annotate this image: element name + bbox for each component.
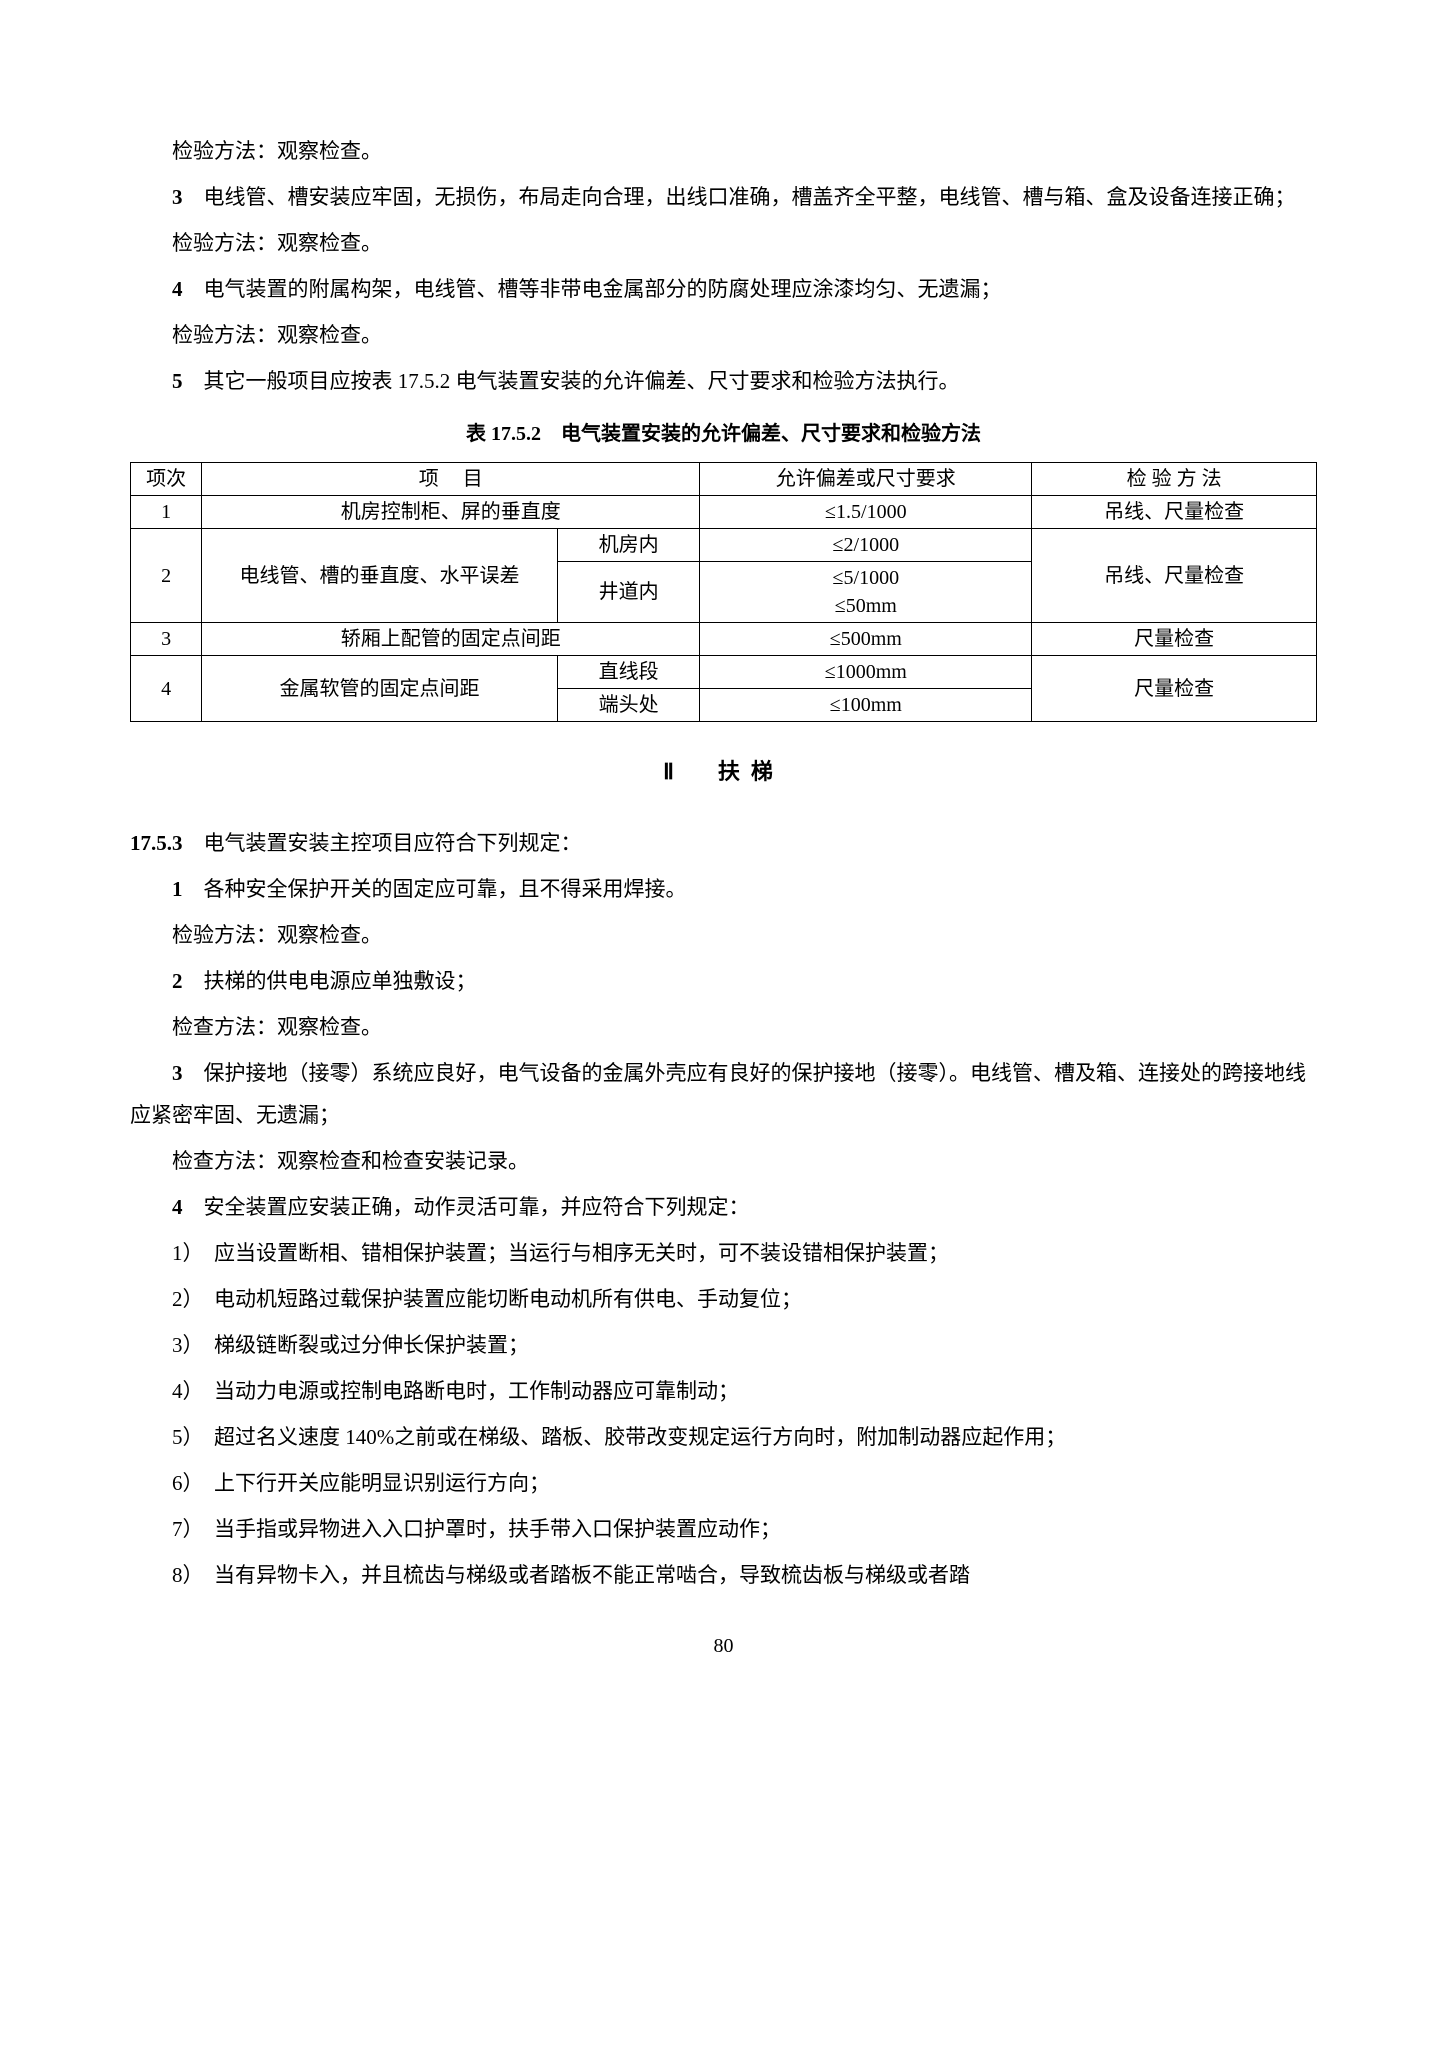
list-item-7: 7） 当手指或异物进入入口护罩时，扶手带入口保护装置应动作； [130, 1508, 1317, 1550]
cell-method-2: 吊线、尺量检查 [1032, 529, 1317, 623]
cell-item-3: 轿厢上配管的固定点间距 [202, 623, 700, 656]
cell-item-4: 金属软管的固定点间距 [202, 656, 558, 722]
list-item-4: 4） 当动力电源或控制电路断电时，工作制动器应可靠制动； [130, 1370, 1317, 1412]
item-3-method: 检查方法：观察检查和检查安装记录。 [130, 1140, 1317, 1182]
cell-req-4a: ≤1000mm [700, 656, 1032, 689]
clause-item-1: 1 各种安全保护开关的固定应可靠，且不得采用焊接。 [130, 868, 1317, 910]
item-number-3: 3 [172, 185, 183, 209]
cell-method-3: 尺量检查 [1032, 623, 1317, 656]
clause-item-2: 2 扶梯的供电电源应单独敷设； [130, 960, 1317, 1002]
item-5-text: 其它一般项目应按表 17.5.2 电气装置安装的允许偏差、尺寸要求和检验方法执行… [183, 369, 960, 393]
table-row: 1 机房控制柜、屏的垂直度 ≤1.5/1000 吊线、尺量检查 [131, 496, 1317, 529]
clause-item-4: 4 安全装置应安装正确，动作灵活可靠，并应符合下列规定： [130, 1186, 1317, 1228]
cell-seq-1: 1 [131, 496, 202, 529]
cell-method-4: 尺量检查 [1032, 656, 1317, 722]
header-item: 项目 [202, 463, 700, 496]
table-row: 4 金属软管的固定点间距 直线段 ≤1000mm 尺量检查 [131, 656, 1317, 689]
item-3-text: 电线管、槽安装应牢固，无损伤，布局走向合理，出线口准确，槽盖齐全平整，电线管、槽… [183, 185, 1296, 209]
cell-seq-3: 3 [131, 623, 202, 656]
item-3-text: 保护接地（接零）系统应良好，电气设备的金属外壳应有良好的保护接地（接零）。电线管… [130, 1061, 1306, 1127]
item-num-2: 2 [172, 969, 183, 993]
cell-sub-2a: 机房内 [557, 529, 699, 562]
cell-method-1: 吊线、尺量检查 [1032, 496, 1317, 529]
item-2-text: 扶梯的供电电源应单独敷设； [183, 969, 477, 993]
item-1-method: 检验方法：观察检查。 [130, 914, 1317, 956]
item-4-text: 电气装置的附属构架，电线管、槽等非带电金属部分的防腐处理应涂漆均匀、无遗漏； [183, 277, 1002, 301]
header-seq: 项次 [131, 463, 202, 496]
table-row: 3 轿厢上配管的固定点间距 ≤500mm 尺量检查 [131, 623, 1317, 656]
table-header-row: 项次 项目 允许偏差或尺寸要求 检 验 方 法 [131, 463, 1317, 496]
paragraph-check-method-1: 检验方法：观察检查。 [130, 130, 1317, 172]
clause-17-5-3: 17.5.3 电气装置安装主控项目应符合下列规定： [130, 822, 1317, 864]
paragraph-item-3: 3 电线管、槽安装应牢固，无损伤，布局走向合理，出线口准确，槽盖齐全平整，电线管… [130, 176, 1317, 218]
list-item-6: 6） 上下行开关应能明显识别运行方向； [130, 1462, 1317, 1504]
cell-req-2a: ≤2/1000 [700, 529, 1032, 562]
item-1-text: 各种安全保护开关的固定应可靠，且不得采用焊接。 [183, 877, 687, 901]
cell-item-1: 机房控制柜、屏的垂直度 [202, 496, 700, 529]
paragraph-check-method-2: 检验方法：观察检查。 [130, 222, 1317, 264]
list-item-5: 5） 超过名义速度 140%之前或在梯级、踏板、胶带改变规定运行方向时，附加制动… [130, 1416, 1317, 1458]
item-2-method: 检查方法：观察检查。 [130, 1006, 1317, 1048]
cell-req-3: ≤500mm [700, 623, 1032, 656]
cell-seq-4: 4 [131, 656, 202, 722]
section-heading-escalator: Ⅱ 扶梯 [130, 750, 1317, 794]
list-item-3: 3） 梯级链断裂或过分伸长保护装置； [130, 1324, 1317, 1366]
cell-item-2: 电线管、槽的垂直度、水平误差 [202, 529, 558, 623]
clause-item-3: 3 保护接地（接零）系统应良好，电气设备的金属外壳应有良好的保护接地（接零）。电… [130, 1052, 1317, 1136]
table-row: 2 电线管、槽的垂直度、水平误差 机房内 ≤2/1000 吊线、尺量检查 [131, 529, 1317, 562]
table-caption: 表 17.5.2 电气装置安装的允许偏差、尺寸要求和检验方法 [130, 414, 1317, 454]
cell-req-1: ≤1.5/1000 [700, 496, 1032, 529]
list-item-2: 2） 电动机短路过载保护装置应能切断电动机所有供电、手动复位； [130, 1278, 1317, 1320]
clause-text: 电气装置安装主控项目应符合下列规定： [183, 831, 582, 855]
paragraph-item-4: 4 电气装置的附属构架，电线管、槽等非带电金属部分的防腐处理应涂漆均匀、无遗漏； [130, 268, 1317, 310]
cell-seq-2: 2 [131, 529, 202, 623]
cell-sub-4b: 端头处 [557, 689, 699, 722]
paragraph-item-5: 5 其它一般项目应按表 17.5.2 电气装置安装的允许偏差、尺寸要求和检验方法… [130, 360, 1317, 402]
cell-sub-2b: 井道内 [557, 562, 699, 623]
item-number-5: 5 [172, 369, 183, 393]
item-num-3: 3 [172, 1061, 183, 1085]
paragraph-check-method-3: 检验方法：观察检查。 [130, 314, 1317, 356]
tolerance-table: 项次 项目 允许偏差或尺寸要求 检 验 方 法 1 机房控制柜、屏的垂直度 ≤1… [130, 462, 1317, 722]
cell-req-2b: ≤5/1000≤50mm [700, 562, 1032, 623]
page-number: 80 [130, 1626, 1317, 1666]
header-method: 检 验 方 法 [1032, 463, 1317, 496]
cell-req-4b: ≤100mm [700, 689, 1032, 722]
list-item-8: 8） 当有异物卡入，并且梳齿与梯级或者踏板不能正常啮合，导致梳齿板与梯级或者踏 [130, 1554, 1317, 1596]
cell-sub-4a: 直线段 [557, 656, 699, 689]
item-number-4: 4 [172, 277, 183, 301]
item-4-text: 安全装置应安装正确，动作灵活可靠，并应符合下列规定： [183, 1195, 750, 1219]
clause-number: 17.5.3 [130, 831, 183, 855]
header-req: 允许偏差或尺寸要求 [700, 463, 1032, 496]
item-num-4b: 4 [172, 1195, 183, 1219]
item-num-1: 1 [172, 877, 183, 901]
list-item-1: 1） 应当设置断相、错相保护装置；当运行与相序无关时，可不装设错相保护装置； [130, 1232, 1317, 1274]
